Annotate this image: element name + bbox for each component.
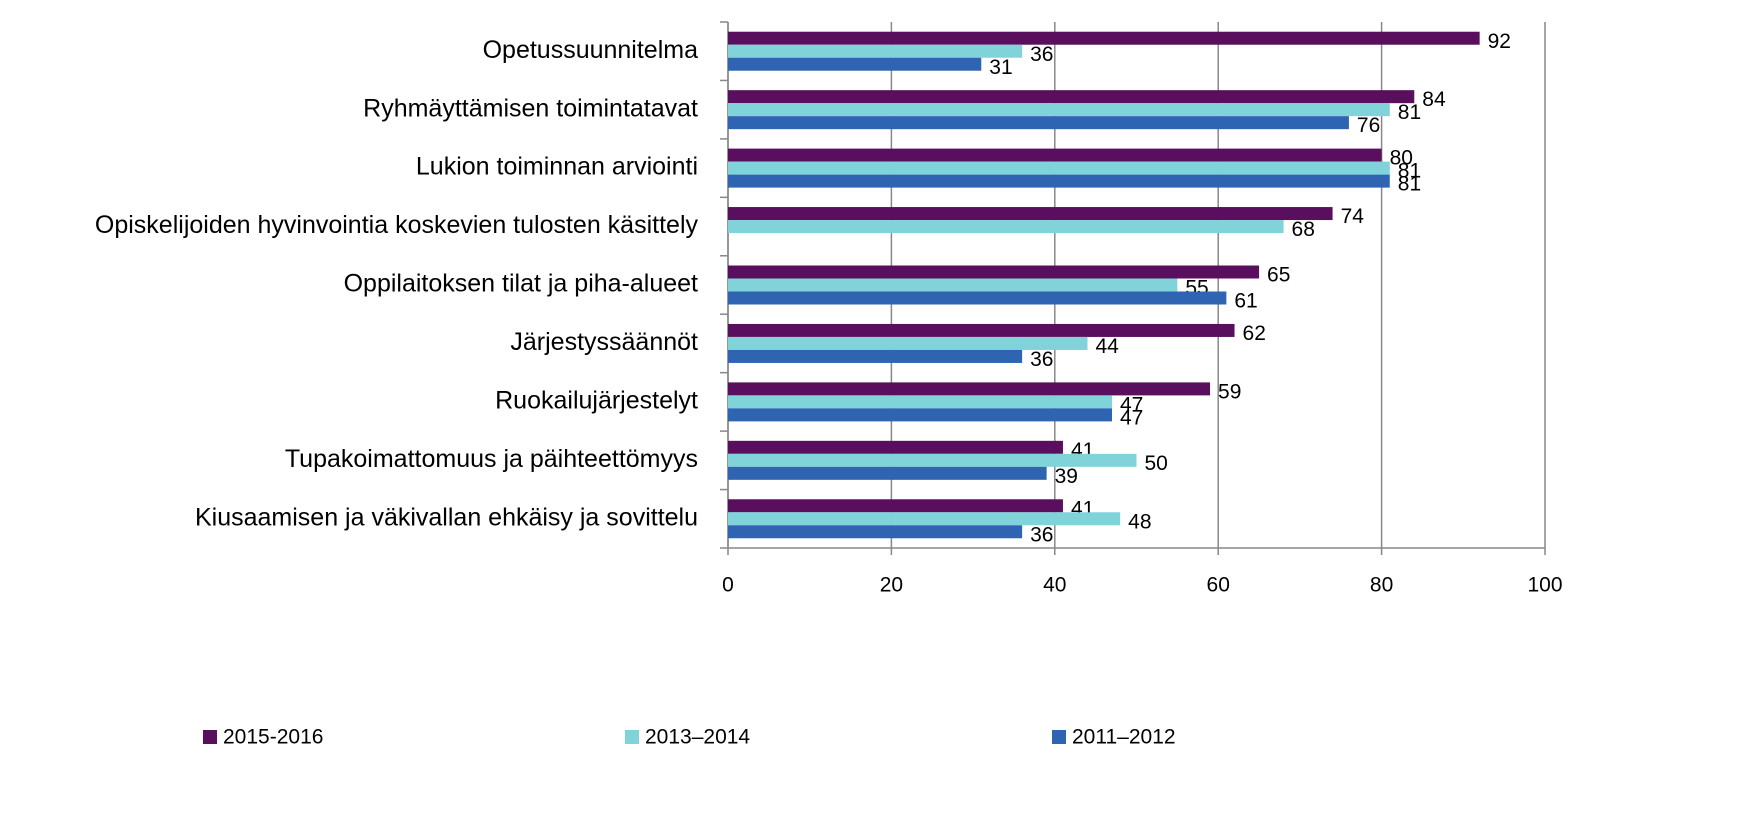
- bar: [728, 116, 1349, 130]
- legend-swatch: [625, 730, 639, 744]
- bar: [728, 466, 1047, 480]
- data-label: 92: [1488, 30, 1511, 53]
- bar: [728, 148, 1382, 162]
- bar: [728, 57, 982, 71]
- data-label: 80: [1390, 147, 1413, 170]
- data-label: 50: [1145, 452, 1168, 475]
- y-tick-label: Tupakoimattomuus ja päihteettömyys: [285, 445, 698, 473]
- bar: [728, 336, 1088, 350]
- y-tick-label: Ryhmäyttämisen toimintatavat: [363, 94, 698, 122]
- data-label: 76: [1357, 114, 1380, 137]
- data-label: 84: [1422, 88, 1446, 111]
- bar: [728, 440, 1063, 454]
- data-label: 31: [989, 56, 1012, 79]
- legend-swatch: [1052, 730, 1066, 744]
- legend-label: 2015-2016: [223, 726, 323, 749]
- bar: [728, 323, 1235, 337]
- data-label: 48: [1128, 510, 1151, 533]
- y-tick-label: Lukion toiminnan arviointi: [416, 153, 698, 181]
- bar: [728, 174, 1390, 188]
- y-tick-label: Ruokailujärjestelyt: [495, 386, 698, 414]
- data-label: 36: [1030, 348, 1053, 371]
- data-label: 68: [1292, 218, 1315, 241]
- y-tick-label: Oppilaitoksen tilat ja piha-alueet: [344, 270, 698, 298]
- bar: [728, 44, 1023, 58]
- x-tick-label: 20: [880, 574, 903, 597]
- bar: [728, 278, 1178, 292]
- bar: [728, 453, 1137, 467]
- data-label: 47: [1120, 393, 1143, 416]
- bar: [728, 31, 1480, 45]
- x-tick-label: 0: [722, 574, 734, 597]
- data-label: 81: [1398, 160, 1421, 183]
- x-tick-label: 40: [1043, 574, 1066, 597]
- data-label: 81: [1398, 173, 1421, 196]
- legend-label: 2011–2012: [1072, 726, 1176, 749]
- legend-swatch: [203, 730, 217, 744]
- data-label: 81: [1398, 101, 1421, 124]
- bar: [728, 90, 1415, 104]
- data-label: 36: [1030, 43, 1053, 66]
- bar: [728, 395, 1112, 409]
- data-label: 39: [1055, 465, 1078, 488]
- bar: [728, 382, 1211, 396]
- data-label: 36: [1030, 523, 1053, 546]
- bar: [728, 103, 1390, 117]
- bar: [728, 220, 1284, 234]
- data-label: 62: [1243, 322, 1266, 345]
- bar: [728, 265, 1260, 279]
- legend-label: 2013–2014: [645, 726, 750, 749]
- y-tick-label: Opiskelijoiden hyvinvointia koskevien tu…: [95, 211, 699, 239]
- bar: [728, 512, 1121, 526]
- y-tick-label: Järjestyssäännöt: [510, 328, 698, 356]
- data-label: 44: [1095, 335, 1119, 358]
- bar: [728, 291, 1227, 305]
- x-tick-label: 100: [1527, 574, 1562, 597]
- bar: [728, 161, 1390, 175]
- data-label: 61: [1234, 290, 1257, 313]
- data-label: 47: [1120, 406, 1143, 429]
- y-tick-label: Kiusaamisen ja väkivallan ehkäisy ja sov…: [195, 503, 698, 531]
- x-tick-label: 80: [1370, 574, 1393, 597]
- bar: [728, 349, 1023, 363]
- bar: [728, 525, 1023, 539]
- x-tick-label: 60: [1207, 574, 1230, 597]
- data-label: 65: [1267, 264, 1290, 287]
- data-label: 74: [1341, 205, 1365, 228]
- bar: [728, 499, 1063, 513]
- data-label: 59: [1218, 380, 1241, 403]
- y-tick-label: Opetussuunnitelma: [483, 36, 699, 64]
- bar: [728, 207, 1333, 221]
- bar: [728, 408, 1112, 422]
